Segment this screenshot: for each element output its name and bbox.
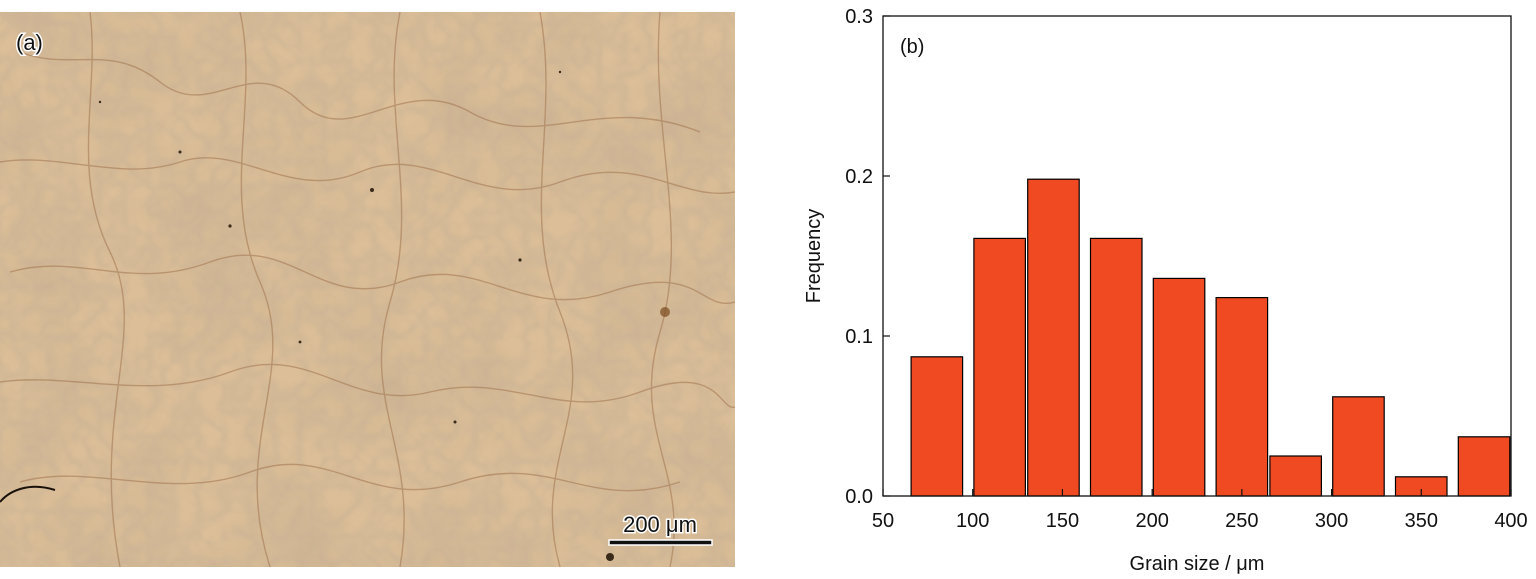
scale-bar-label: 200 μm (623, 512, 697, 537)
scale-bar (608, 539, 713, 546)
bar-5 (1152, 277, 1206, 497)
y-tick-label: 0.1 (845, 326, 873, 348)
bar-8 (1332, 396, 1385, 497)
bar-6 (1215, 297, 1269, 497)
x-tick-label: 200 (1135, 510, 1168, 532)
bar-1 (910, 356, 964, 497)
micrograph-image: (a) 200 μm (0, 12, 735, 567)
x-tick-label: 350 (1405, 510, 1438, 532)
x-tick-label: 100 (956, 510, 989, 532)
y-tick-label: 0.2 (845, 166, 873, 188)
x-tick-label: 150 (1046, 510, 1079, 532)
bar-10 (1457, 436, 1511, 497)
bar-3 (1027, 178, 1080, 497)
y-axis: 0.0 0.1 0.2 0.3 (845, 6, 890, 508)
y-axis-title: Frequency (803, 209, 825, 304)
plot-frame (882, 15, 1512, 497)
x-axis: 50 100 150 200 250 300 350 400 (872, 489, 1528, 532)
bar-4 (1089, 237, 1143, 497)
x-tick-label: 250 (1225, 510, 1258, 532)
x-axis-title: Grain size / μm (1130, 553, 1265, 575)
panel-b-label: (b) (900, 36, 924, 58)
bar-7 (1269, 455, 1323, 497)
panel-a-label: (a) (16, 30, 43, 55)
x-tick-label: 50 (872, 510, 894, 532)
x-tick-label: 300 (1315, 510, 1348, 532)
y-tick-label: 0.3 (845, 6, 873, 28)
x-tick-label: 400 (1494, 510, 1527, 532)
y-tick-label: 0.0 (845, 486, 873, 508)
bars-layer (910, 178, 1511, 497)
bar-2 (973, 237, 1027, 497)
